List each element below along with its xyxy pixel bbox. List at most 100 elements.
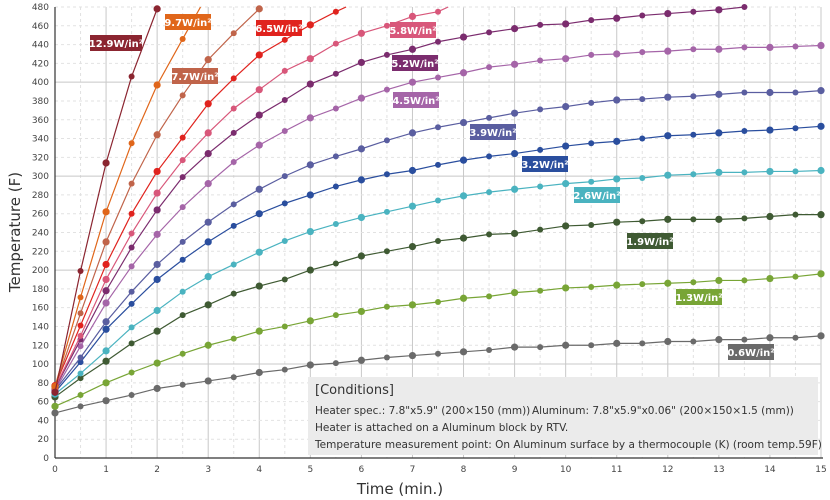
- data-point: [102, 260, 110, 269]
- data-point: [204, 377, 212, 385]
- y-tick-label: 300: [32, 172, 49, 182]
- data-point: [741, 44, 748, 51]
- series-label-text: 3.2W/in²: [521, 160, 568, 171]
- data-point: [51, 388, 59, 396]
- series-label-text: 3.9W/in²: [469, 128, 516, 139]
- data-point: [204, 149, 212, 158]
- data-point: [588, 17, 595, 24]
- data-point: [537, 183, 544, 190]
- data-point: [306, 114, 314, 122]
- data-point: [588, 140, 595, 147]
- data-point: [204, 301, 212, 309]
- x-tick-label: 15: [815, 465, 826, 475]
- data-point: [128, 369, 135, 376]
- data-point: [306, 55, 314, 63]
- data-point: [690, 93, 697, 100]
- series-9.7-w: [51, 35, 186, 391]
- data-point: [383, 354, 390, 361]
- x-tick-label: 0: [52, 465, 58, 475]
- data-point: [230, 222, 237, 229]
- data-point: [562, 341, 570, 349]
- data-point: [435, 38, 441, 45]
- conditions-heading: [Conditions]: [315, 383, 394, 398]
- series-line: [54, 11, 439, 388]
- data-point: [77, 322, 84, 329]
- data-point: [510, 185, 519, 193]
- series-label: 3.9W/in²: [469, 124, 517, 140]
- data-point: [435, 124, 441, 131]
- data-point: [766, 126, 774, 134]
- data-point: [639, 175, 646, 182]
- data-point: [230, 129, 237, 136]
- data-point: [204, 180, 212, 188]
- data-point: [153, 5, 161, 13]
- data-point: [486, 231, 493, 238]
- data-point: [817, 166, 825, 175]
- data-point: [664, 337, 672, 346]
- data-point: [77, 343, 84, 350]
- y-tick-label: 260: [32, 210, 49, 220]
- data-point: [332, 183, 339, 190]
- data-point: [435, 197, 441, 204]
- data-point: [179, 157, 186, 164]
- data-point: [255, 248, 263, 256]
- data-point: [639, 135, 646, 142]
- data-point: [179, 134, 186, 141]
- data-point: [153, 359, 161, 367]
- data-point: [766, 334, 774, 342]
- data-point: [435, 299, 441, 306]
- series-line: [54, 6, 745, 389]
- data-point: [588, 221, 595, 228]
- y-tick-label: 100: [32, 360, 49, 370]
- data-point: [792, 89, 799, 96]
- y-tick-label: 80: [38, 379, 50, 389]
- data-point: [102, 397, 110, 405]
- data-point: [639, 340, 646, 347]
- data-point: [102, 379, 110, 387]
- series-label-background: [90, 35, 142, 51]
- data-point: [537, 106, 544, 113]
- series-label-text: 1.3W/in²: [675, 293, 722, 304]
- data-point: [613, 339, 621, 347]
- series-label: 3.2W/in²: [521, 156, 569, 172]
- data-point: [306, 191, 314, 199]
- data-point: [128, 324, 135, 331]
- data-point: [179, 204, 186, 211]
- x-tick-label: 13: [713, 465, 724, 475]
- data-point: [537, 21, 544, 28]
- y-tick-label: 460: [32, 22, 49, 32]
- series-label-text: 12.9W/in²: [89, 39, 143, 50]
- data-point: [102, 159, 110, 167]
- series-label-text: 9.7W/in²: [164, 18, 211, 29]
- data-point: [281, 173, 288, 180]
- data-point: [102, 299, 110, 307]
- data-point: [639, 281, 646, 288]
- data-point: [408, 202, 417, 210]
- data-point: [357, 176, 365, 184]
- series-label: 1.9W/in²: [626, 233, 674, 249]
- y-axis-title: Temperature (F): [6, 172, 24, 293]
- data-point: [715, 129, 723, 137]
- data-point: [459, 294, 468, 302]
- series-label: 5.8W/in²: [389, 22, 437, 38]
- data-point: [306, 266, 314, 274]
- x-tick-label: 10: [560, 465, 572, 475]
- data-point: [664, 47, 672, 55]
- series-label: 7.7W/in²: [171, 68, 219, 84]
- data-point: [230, 159, 237, 166]
- data-point: [357, 29, 365, 37]
- y-tick-label: 340: [32, 135, 49, 145]
- x-tick-label: 2: [154, 465, 160, 475]
- data-point: [77, 268, 84, 275]
- data-point: [255, 86, 263, 94]
- data-point: [613, 281, 621, 289]
- data-point: [792, 273, 799, 280]
- axes: 0204060801001201401601802002202402602803…: [32, 3, 827, 475]
- series-line-extension: [437, 6, 449, 13]
- data-point: [741, 215, 748, 222]
- data-point: [306, 21, 314, 29]
- y-tick-label: 220: [32, 247, 49, 257]
- data-point: [102, 208, 110, 216]
- conditions-box: [Conditions] Heater spec.: 7.8"x5.9" (20…: [308, 377, 822, 455]
